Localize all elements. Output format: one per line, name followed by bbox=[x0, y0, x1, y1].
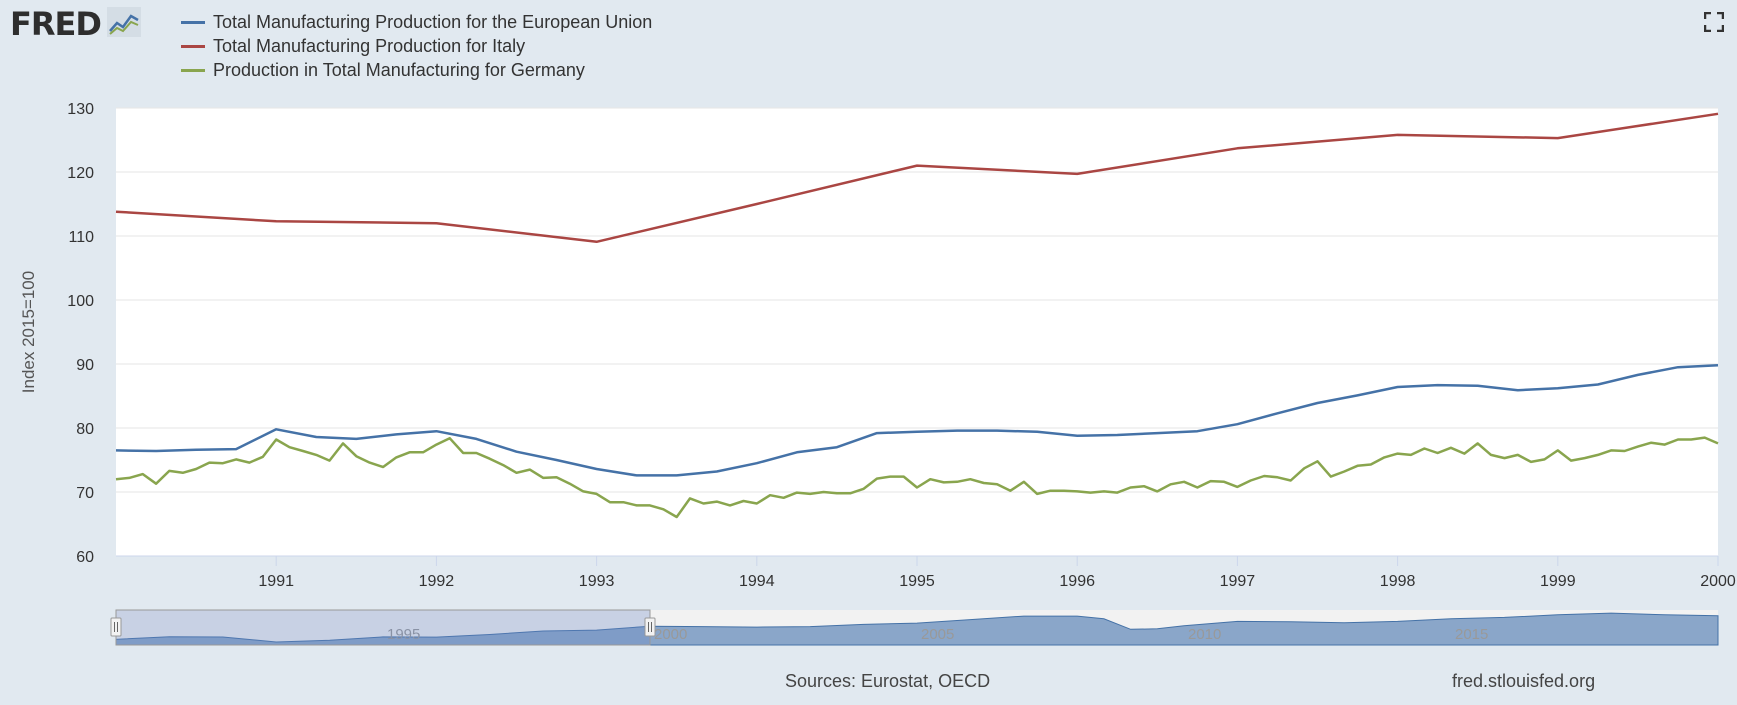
legend-item-eu[interactable]: Total Manufacturing Production for the E… bbox=[181, 10, 652, 34]
x-tick-label: 1991 bbox=[258, 573, 294, 590]
legend-label-germany: Production in Total Manufacturing for Ge… bbox=[213, 59, 585, 80]
x-tick-label: 1998 bbox=[1380, 573, 1416, 590]
navigator-handle-left[interactable] bbox=[110, 617, 122, 637]
legend-item-germany[interactable]: Production in Total Manufacturing for Ge… bbox=[181, 58, 652, 82]
series-line-italy bbox=[115, 112, 1719, 244]
fred-logo[interactable]: FRED bbox=[10, 5, 141, 43]
series-line-eu bbox=[115, 364, 1719, 477]
navigator-label: 2000 bbox=[654, 626, 687, 643]
y-tick-label: 80 bbox=[76, 421, 94, 438]
navigator-label: 2005 bbox=[921, 626, 954, 643]
site-url[interactable]: fred.stlouisfed.org bbox=[1452, 671, 1596, 691]
x-tick-label: 1996 bbox=[1059, 573, 1095, 590]
y-tick-label: 90 bbox=[76, 357, 94, 374]
legend-swatch-italy bbox=[181, 44, 205, 48]
x-tick-label: 1995 bbox=[899, 573, 935, 590]
y-axis-label: Index 2015=100 bbox=[19, 271, 38, 393]
x-tick-label: 1999 bbox=[1540, 573, 1576, 590]
plot-area bbox=[116, 108, 1718, 556]
x-tick-label: 2000 bbox=[1700, 573, 1736, 590]
y-tick-label: 110 bbox=[68, 229, 94, 246]
legend-label-eu: Total Manufacturing Production for the E… bbox=[213, 11, 653, 32]
chart-line-icon bbox=[106, 6, 141, 42]
x-tick-label: 1992 bbox=[419, 573, 455, 590]
x-tick-label: 1997 bbox=[1220, 573, 1256, 590]
chart-legend: Total Manufacturing Production for the E… bbox=[181, 10, 652, 82]
x-tick-label: 1994 bbox=[739, 573, 775, 590]
y-tick-label: 60 bbox=[76, 549, 94, 566]
x-tick-label: 1993 bbox=[579, 573, 615, 590]
navigator-selection[interactable] bbox=[115, 609, 651, 646]
legend-item-italy[interactable]: Total Manufacturing Production for Italy bbox=[181, 34, 652, 58]
navigator-handle-right[interactable] bbox=[644, 617, 656, 637]
y-tick-label: 100 bbox=[67, 293, 94, 310]
legend-label-italy: Total Manufacturing Production for Italy bbox=[213, 35, 526, 56]
navigator-label: 1995 bbox=[387, 626, 420, 643]
y-tick-label: 120 bbox=[67, 165, 94, 182]
navigator-label: 2010 bbox=[1188, 626, 1221, 643]
fullscreen-icon[interactable] bbox=[1703, 11, 1725, 33]
navigator-label: 2015 bbox=[1455, 626, 1488, 643]
y-tick-label: 130 bbox=[67, 101, 94, 118]
legend-swatch-eu bbox=[181, 20, 205, 24]
logo-text: FRED bbox=[10, 5, 102, 43]
navigator-area bbox=[115, 612, 1719, 646]
legend-swatch-germany bbox=[181, 68, 205, 72]
sources-text: Sources: Eurostat, OECD bbox=[785, 671, 991, 691]
series-line-germany bbox=[115, 436, 1719, 519]
y-tick-label: 70 bbox=[76, 485, 94, 502]
